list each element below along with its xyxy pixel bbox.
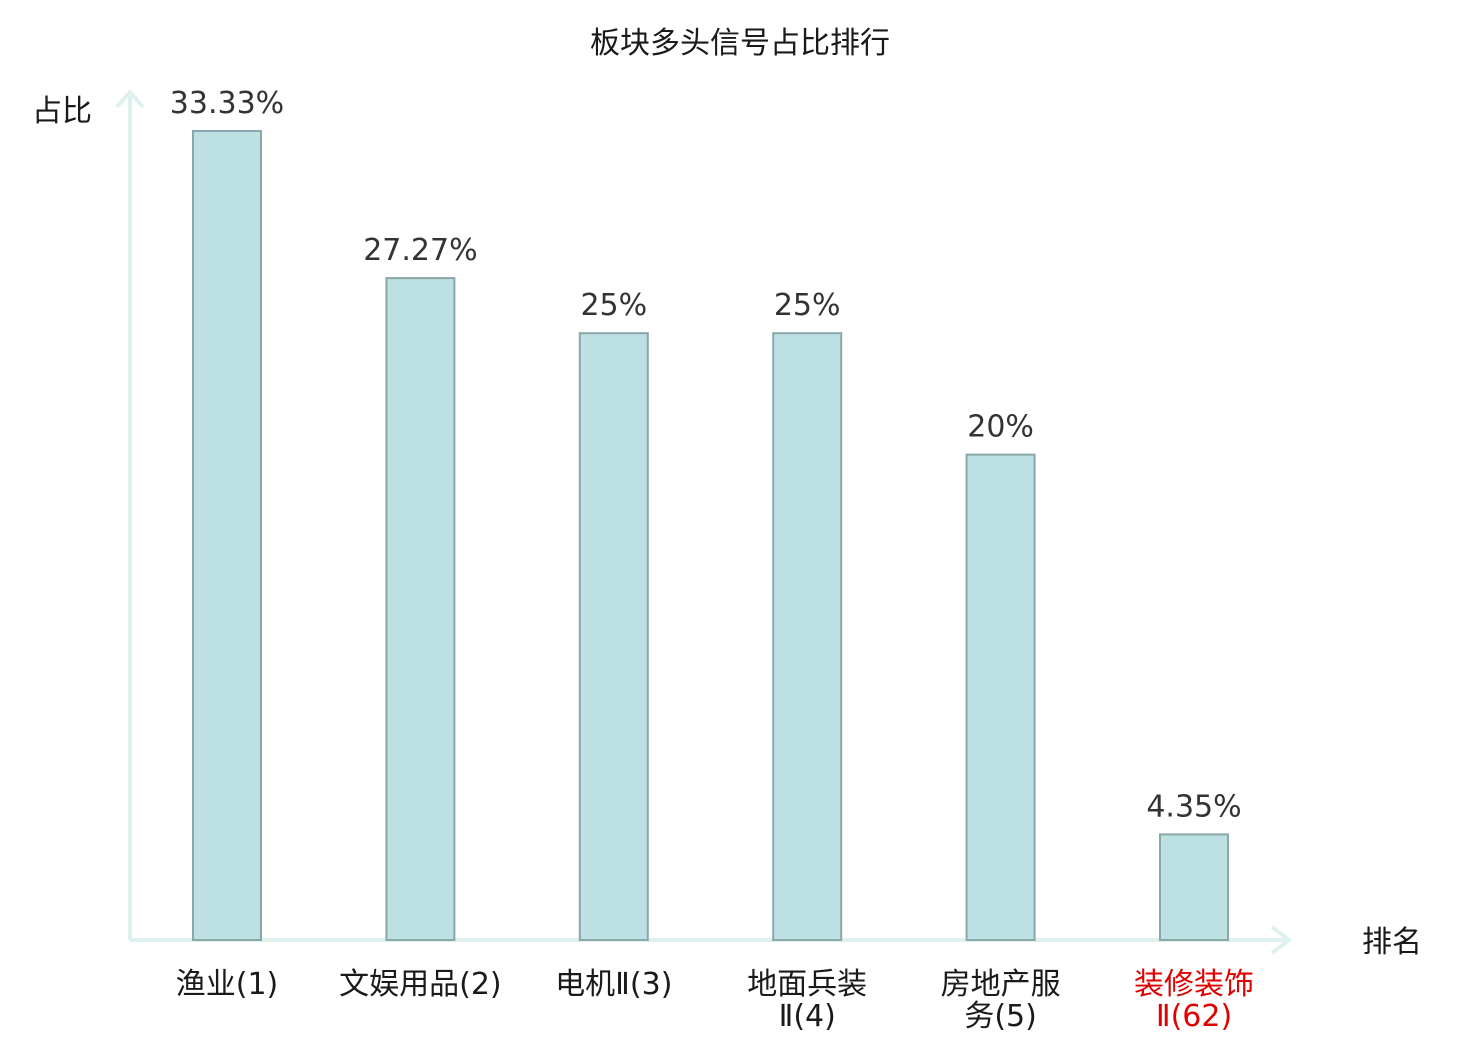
category-label-line: 电机Ⅱ(3) bbox=[555, 967, 672, 1002]
axes bbox=[115, 88, 1293, 955]
category-label-5: 房地产服务(5) bbox=[941, 967, 1061, 1034]
value-labels-group: 33.33% 27.27% 25% 25% 20% 4.35% bbox=[170, 86, 1242, 824]
y-axis-arrow bbox=[115, 88, 145, 109]
value-label-5: 20% bbox=[967, 410, 1034, 445]
category-label-4: 地面兵装 Ⅱ(4) bbox=[747, 967, 867, 1034]
value-label-6: 4.35% bbox=[1146, 789, 1241, 824]
category-label-line: 渔业(1) bbox=[176, 967, 279, 1002]
category-label-line: Ⅱ(4) bbox=[779, 999, 836, 1034]
category-label-line: 房地产服 bbox=[941, 967, 1061, 1002]
category-label-2: 文娱用品(2) bbox=[339, 967, 502, 1002]
bar-5 bbox=[965, 453, 1036, 941]
bars-group bbox=[192, 130, 1229, 942]
value-label-4: 25% bbox=[774, 288, 841, 323]
bar-2 bbox=[385, 277, 456, 942]
category-label-line: 务(5) bbox=[964, 999, 1037, 1034]
category-label-6: 装修装饰 Ⅱ(62) bbox=[1134, 967, 1254, 1034]
category-label-3: 电机Ⅱ(3) bbox=[555, 967, 672, 1002]
value-label-3: 25% bbox=[580, 288, 647, 323]
bar-4 bbox=[772, 332, 843, 941]
x-axis-label: 排名 bbox=[1362, 925, 1422, 960]
value-label-2: 27.27% bbox=[363, 233, 477, 268]
category-label-line: 装修装饰 bbox=[1134, 967, 1254, 1002]
bar-3 bbox=[578, 332, 649, 941]
bar-1 bbox=[192, 130, 262, 941]
x-axis-arrow bbox=[1270, 925, 1293, 955]
value-label-1: 33.33% bbox=[170, 86, 284, 121]
category-label-line: 文娱用品(2) bbox=[339, 967, 502, 1002]
category-label-1: 渔业(1) bbox=[176, 967, 279, 1002]
category-labels-group: 渔业(1) 文娱用品(2) 电机Ⅱ(3) 地面兵装 Ⅱ(4)房地产服务(5)装修装饰 Ⅱ(… bbox=[176, 967, 1254, 1034]
bar-6 bbox=[1159, 833, 1229, 942]
category-label-line: Ⅱ(62) bbox=[1156, 999, 1232, 1034]
category-label-line: 地面兵装 bbox=[747, 967, 867, 1002]
y-axis-label: 占比 bbox=[32, 94, 92, 129]
chart-title: 板块多头信号占比排行 bbox=[590, 26, 890, 61]
